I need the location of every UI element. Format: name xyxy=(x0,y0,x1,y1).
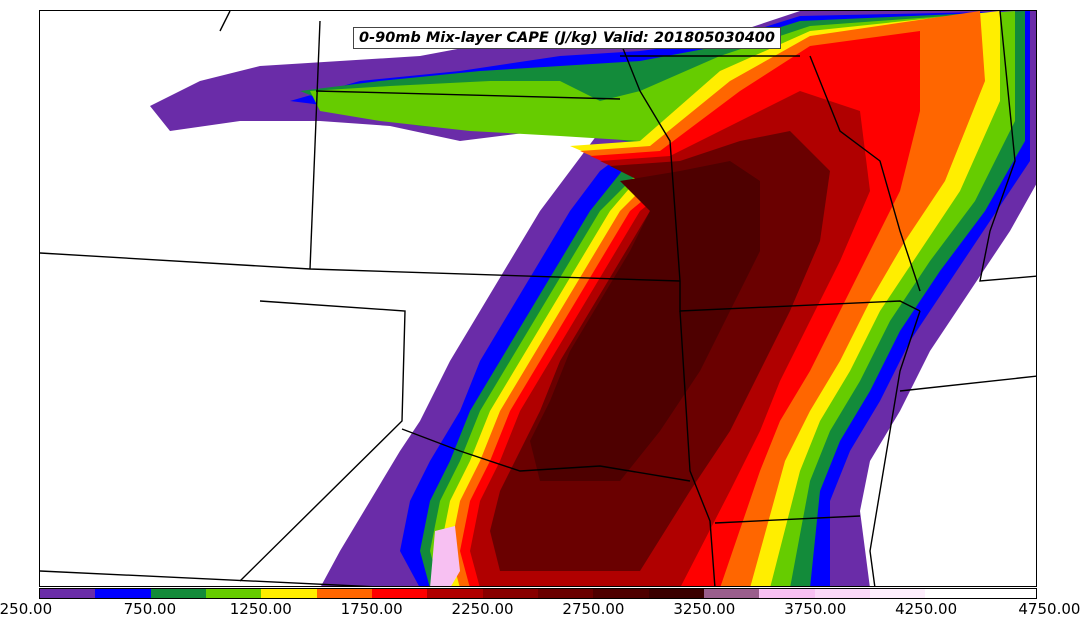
colorbar-tick-label: 4250.00 xyxy=(895,600,958,618)
colorbar-swatch xyxy=(869,589,926,598)
colorbar-swatch xyxy=(759,589,815,598)
colorbar-tick-label: 2750.00 xyxy=(562,600,625,618)
colorbar-swatch xyxy=(925,589,981,598)
colorbar xyxy=(39,588,1037,599)
colorbar-swatch xyxy=(593,589,649,598)
colorbar-swatch xyxy=(537,589,594,598)
colorbar-labels: 250.00 750.00 1250.00 1750.00 2250.00 2750.00… xyxy=(0,600,1081,622)
colorbar-swatch xyxy=(95,589,151,598)
map-panel: 0-90mb Mix-layer CAPE (J/kg) Valid: 2018… xyxy=(39,10,1037,587)
colorbar-swatch xyxy=(261,589,317,598)
colorbar-swatch xyxy=(40,589,96,598)
colorbar-tick-label: 250.00 xyxy=(0,600,53,618)
colorbar-tick-label: 3250.00 xyxy=(673,600,736,618)
map-title: 0-90mb Mix-layer CAPE (J/kg) Valid: 2018… xyxy=(353,27,781,49)
colorbar-swatch xyxy=(427,589,483,598)
state-borders xyxy=(40,11,1036,586)
colorbar-swatch xyxy=(371,589,428,598)
colorbar-swatch xyxy=(703,589,760,598)
colorbar-tick-label: 4750.00 xyxy=(1018,600,1081,618)
colorbar-tick-label: 1250.00 xyxy=(229,600,292,618)
colorbar-tick-label: 3750.00 xyxy=(784,600,847,618)
colorbar-swatch xyxy=(648,589,704,598)
colorbar-swatch xyxy=(814,589,870,598)
colorbar-tick-label: 1750.00 xyxy=(340,600,403,618)
colorbar-swatch xyxy=(980,589,1036,598)
colorbar-swatch xyxy=(482,589,538,598)
colorbar-swatch xyxy=(205,589,262,598)
colorbar-tick-label: 750.00 xyxy=(123,600,177,618)
colorbar-swatch xyxy=(150,589,206,598)
cape-map xyxy=(40,11,1036,586)
colorbar-swatch xyxy=(316,589,372,598)
colorbar-tick-label: 2250.00 xyxy=(451,600,514,618)
cape-contours xyxy=(150,11,1036,586)
